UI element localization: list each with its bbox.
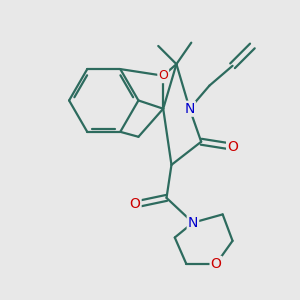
Text: O: O bbox=[211, 257, 221, 271]
Text: O: O bbox=[130, 197, 141, 212]
Text: N: N bbox=[184, 102, 195, 116]
Text: O: O bbox=[227, 140, 238, 154]
Text: O: O bbox=[158, 69, 168, 82]
Text: N: N bbox=[188, 216, 198, 230]
